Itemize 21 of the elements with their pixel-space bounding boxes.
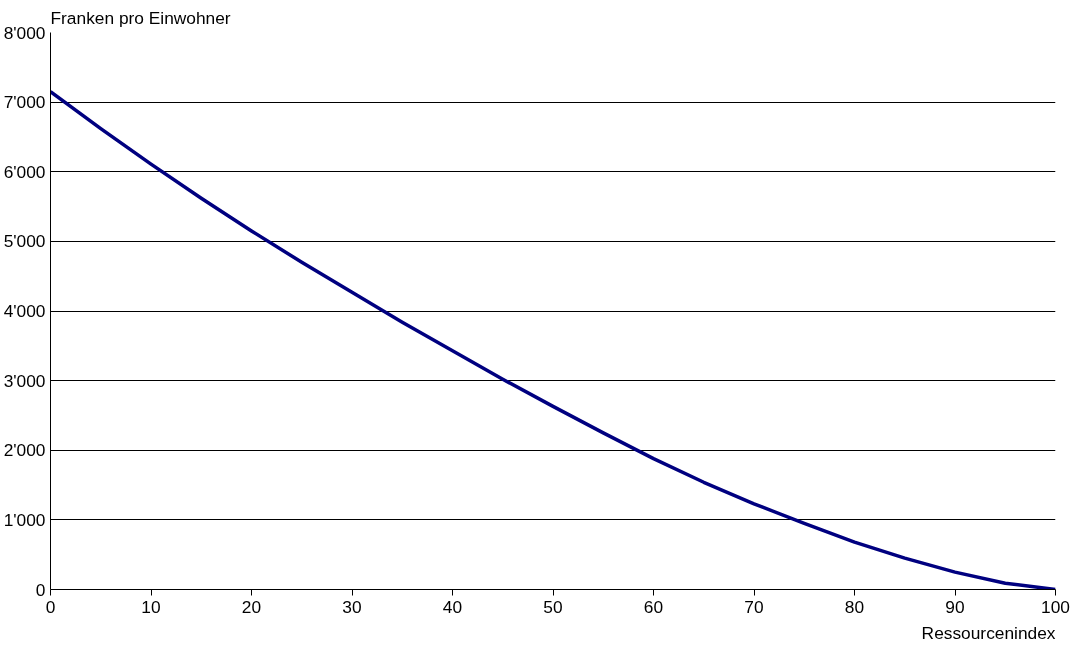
x-tick-label: 70: [744, 596, 764, 617]
y-tick-label: 4'000: [3, 301, 46, 321]
y-tick-label: 8'000: [3, 22, 46, 43]
x-axis-title: Ressourcenindex: [921, 622, 1056, 643]
x-tick-label: 20: [241, 596, 262, 617]
x-tick-label: 10: [141, 596, 161, 617]
y-tick-label: 1'000: [3, 509, 46, 530]
x-tick-label: 40: [442, 596, 463, 617]
x-tick-label: 50: [543, 596, 563, 617]
x-tick-label: 60: [643, 596, 664, 617]
y-tick-label: 3'000: [3, 370, 46, 391]
x-tick-label: 80: [844, 596, 865, 617]
x-tick-label: 90: [945, 596, 965, 617]
y-tick-label: 5'000: [3, 231, 46, 252]
y-tick-label: 7'000: [3, 92, 46, 113]
y-axis-title: Franken pro Einwohner: [50, 7, 231, 28]
x-tick-label: 100: [1041, 596, 1070, 617]
y-tick-label: 0: [35, 579, 46, 600]
x-tick-label: 30: [342, 596, 362, 617]
y-tick-label: 6'000: [3, 161, 46, 182]
y-tick-label: 2'000: [3, 440, 46, 461]
